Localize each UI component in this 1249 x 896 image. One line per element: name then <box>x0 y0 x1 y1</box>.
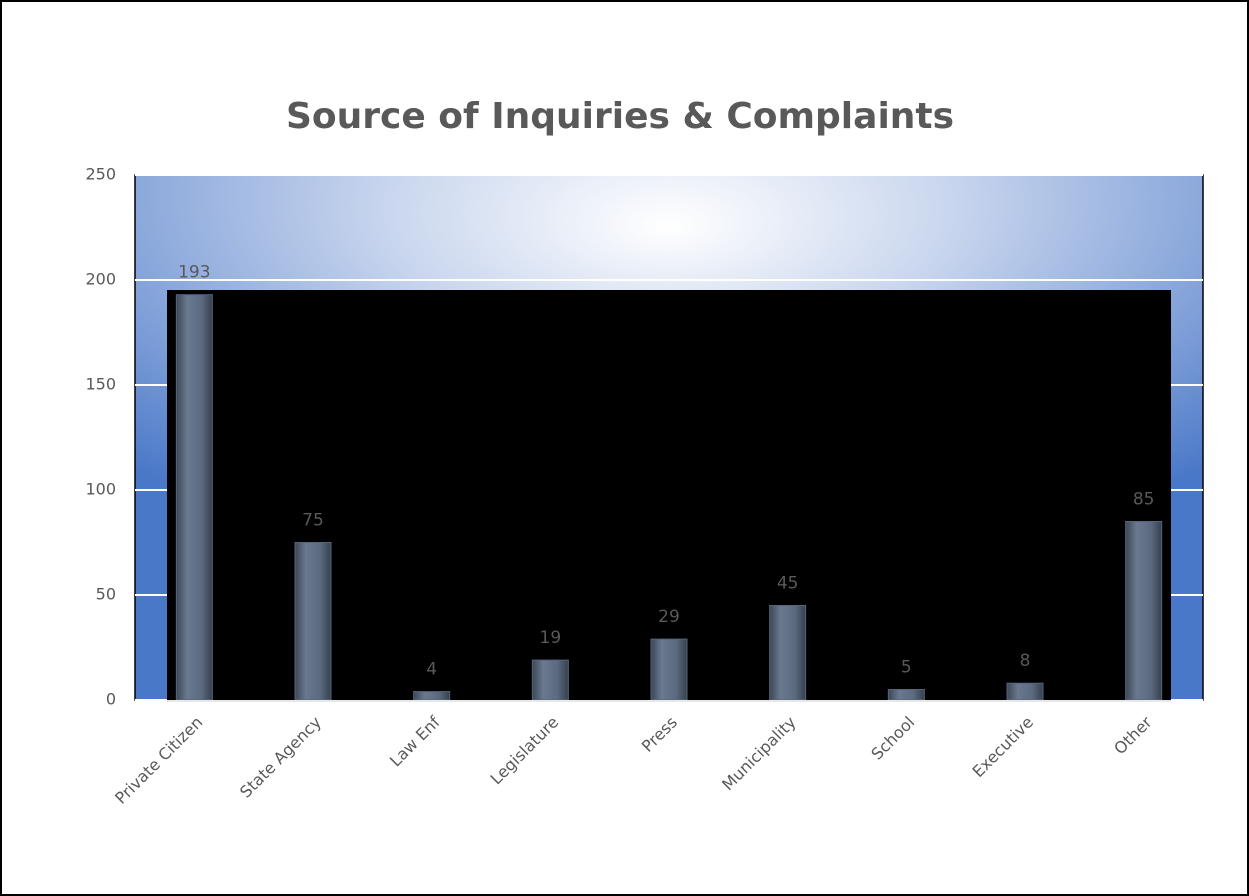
bar <box>650 638 688 701</box>
y-tick-label: 50 <box>96 585 116 604</box>
value-label: 4 <box>426 660 437 680</box>
value-label: 193 <box>178 263 210 283</box>
plot-inner <box>167 290 1171 700</box>
value-label: 5 <box>901 658 912 678</box>
bar <box>769 605 807 701</box>
value-label: 85 <box>1133 490 1155 510</box>
y-tick-label: 0 <box>106 690 116 709</box>
bar <box>175 294 213 701</box>
y-tick-label: 150 <box>85 375 116 394</box>
value-label: 45 <box>777 574 799 594</box>
bar <box>413 691 451 701</box>
bar <box>531 659 569 701</box>
bar <box>294 542 332 701</box>
y-tick-label: 250 <box>85 165 116 184</box>
value-label: 75 <box>302 511 324 531</box>
value-label: 19 <box>540 628 562 648</box>
y-tick-label: 100 <box>85 480 116 499</box>
value-label: 8 <box>1020 651 1031 671</box>
chart-title: Source of Inquiries & Complaints <box>286 96 954 137</box>
bar <box>1006 682 1044 701</box>
bar <box>887 689 925 701</box>
bar <box>1125 521 1163 701</box>
y-tick-label: 200 <box>85 270 116 289</box>
value-label: 29 <box>658 607 680 627</box>
